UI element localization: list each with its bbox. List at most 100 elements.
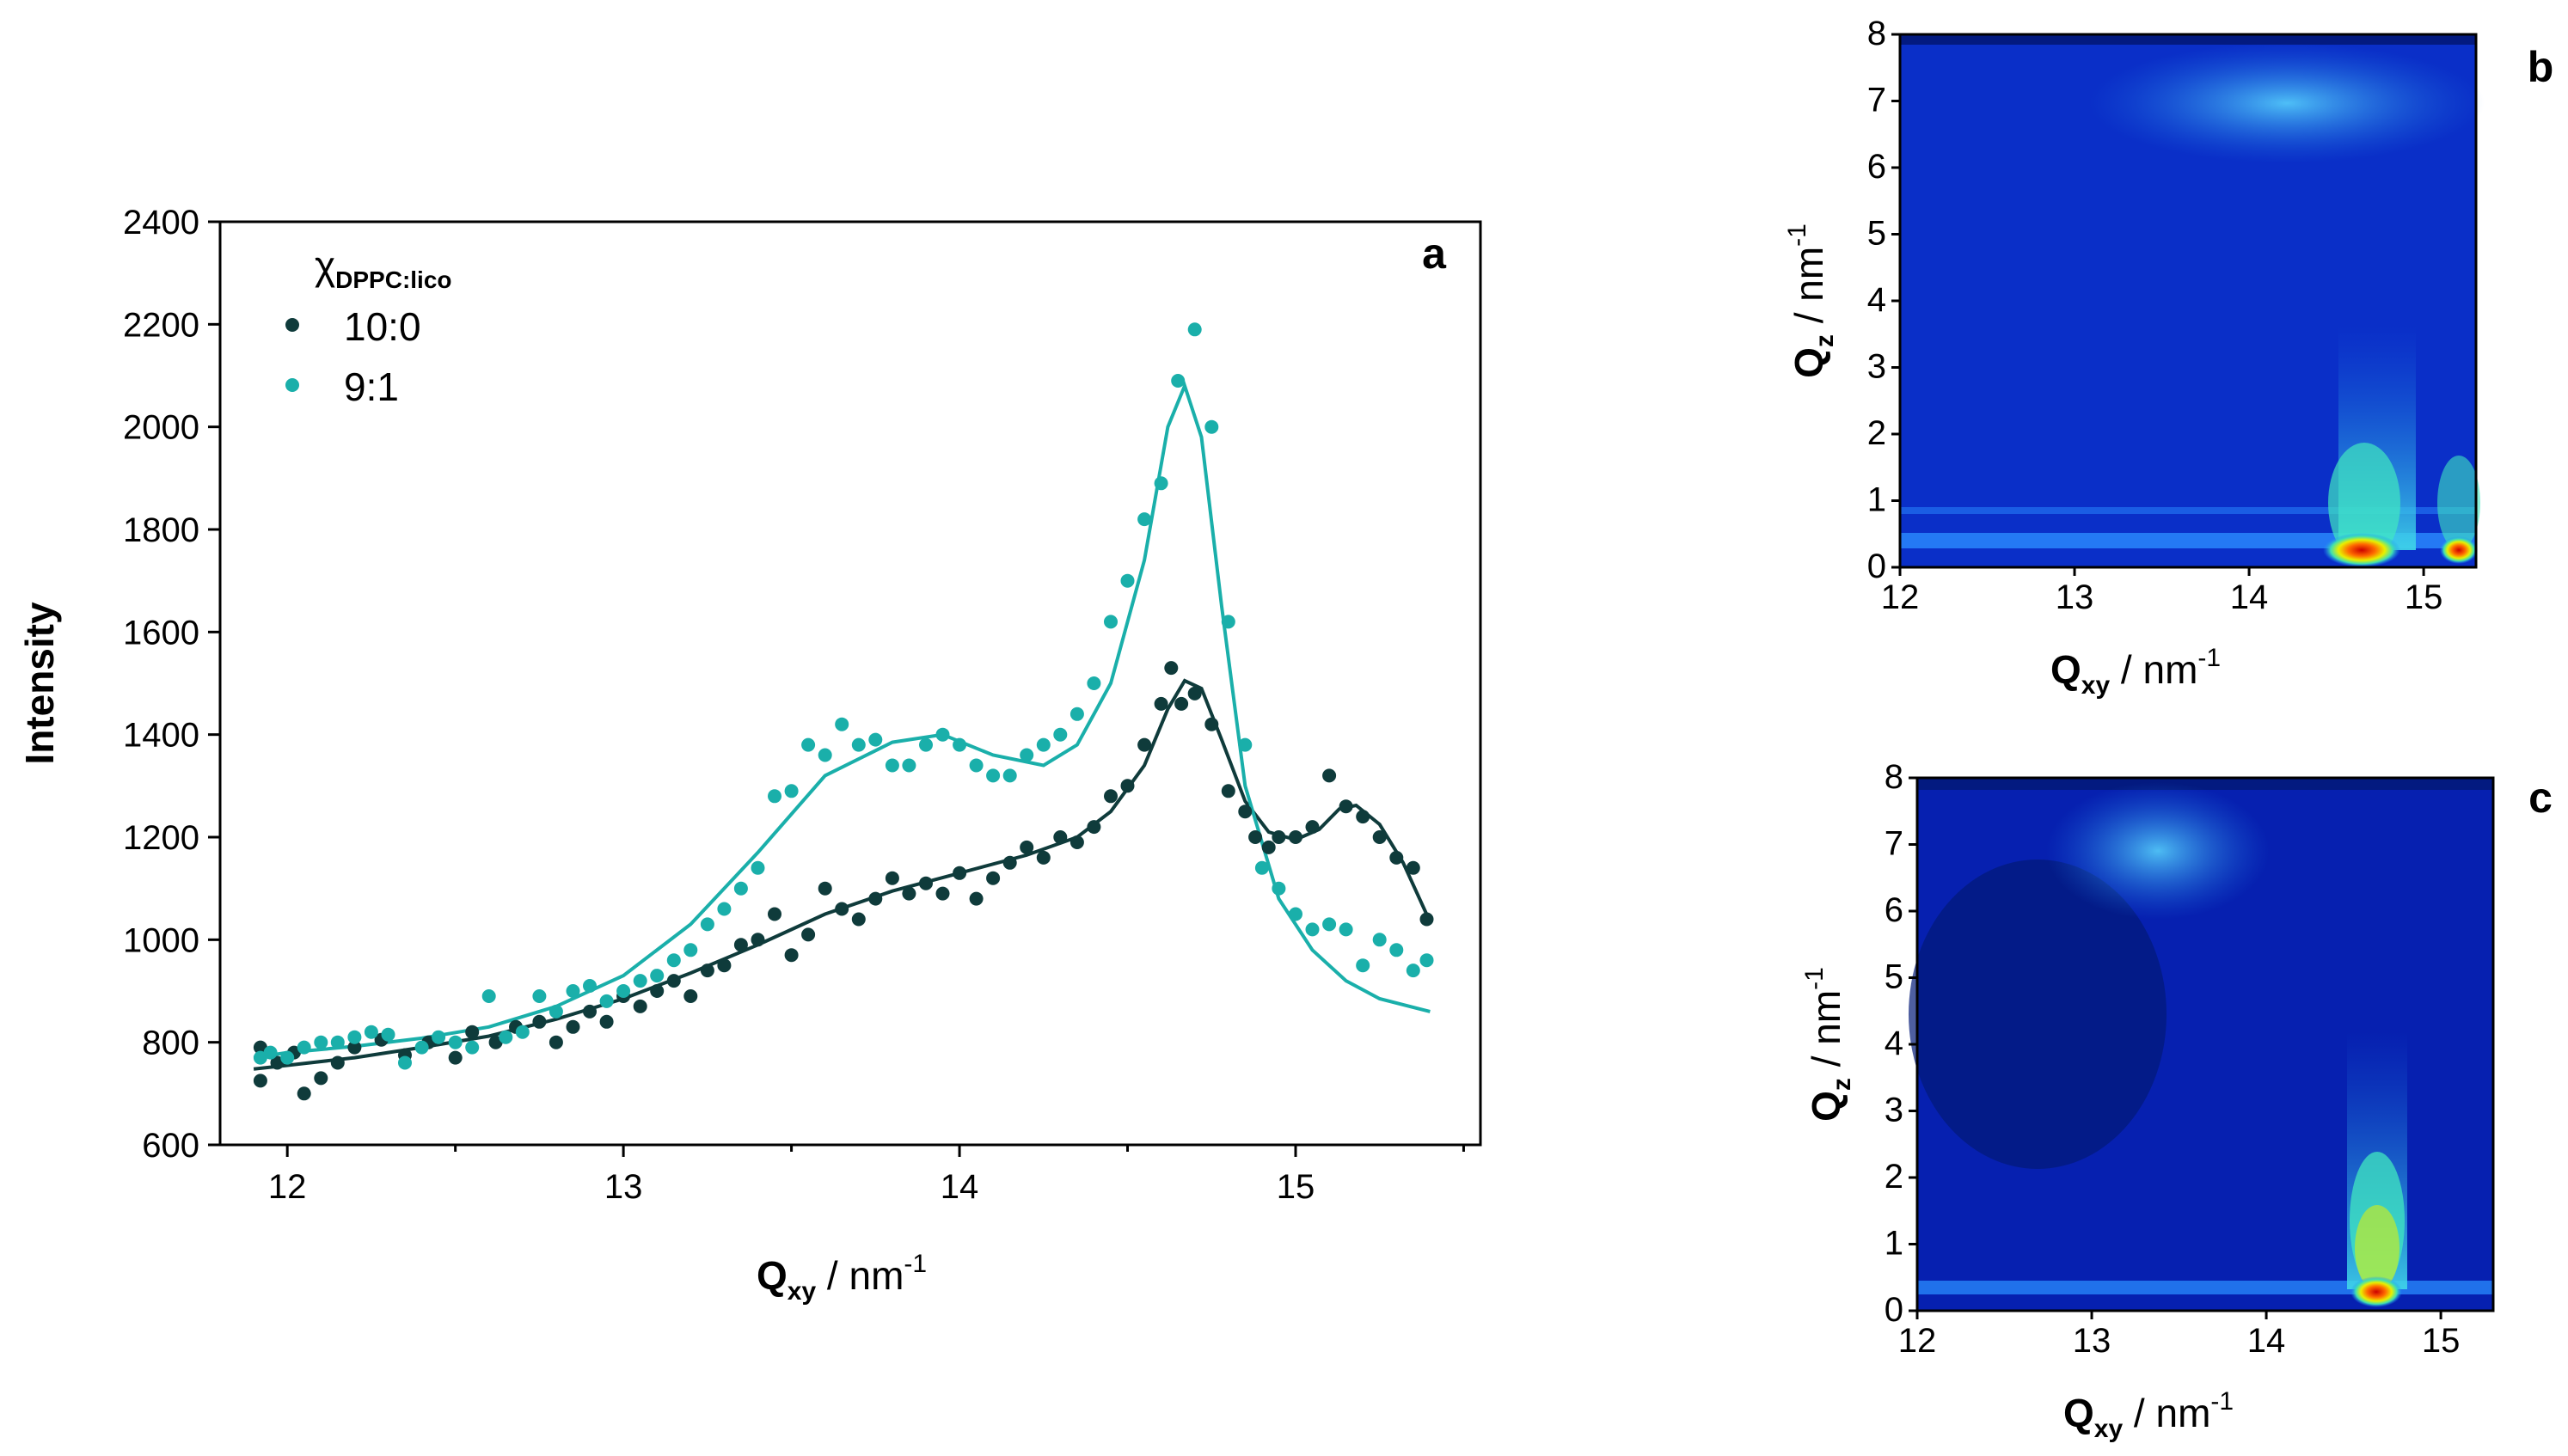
panel-b-x-title-unit: / nm (2110, 647, 2197, 692)
data-point-10-0 (784, 948, 799, 963)
data-point-9-1 (1238, 737, 1253, 752)
data-point-9-1 (1272, 881, 1286, 896)
data-point-9-1 (364, 1025, 378, 1039)
data-point-9-1 (1036, 737, 1051, 752)
data-point-10-0 (1087, 820, 1101, 835)
panel-c-x-title-sup: -1 (2210, 1387, 2234, 1416)
panel-c-x-title-sub: xy (2094, 1415, 2124, 1443)
data-point-10-0 (1221, 784, 1235, 798)
data-point-10-0 (1305, 820, 1320, 835)
fit-line-10-0 (253, 678, 1432, 1071)
data-point-10-0 (1164, 661, 1179, 676)
x-tick-label: 14 (941, 1168, 979, 1206)
panel-b-y-title-main: Q (1787, 347, 1831, 378)
y-tick-label: 1400 (123, 717, 199, 755)
data-point-9-1 (851, 737, 866, 752)
panel-c-x-axis-title: Qxy / nm-1 (2063, 1387, 2234, 1443)
panel-c-y-title-unit: / nm (1804, 990, 1848, 1078)
data-point-9-1 (448, 1035, 463, 1049)
data-point-10-0 (1069, 835, 1084, 849)
data-point-9-1 (465, 1040, 480, 1055)
panel-a-x-title-main: Q (757, 1253, 788, 1298)
data-point-10-0 (1238, 804, 1253, 819)
data-point-10-0 (1372, 830, 1387, 844)
data-point-10-0 (666, 974, 681, 988)
panel-a-axes-frame (218, 220, 1482, 1147)
panel-a-legend: χDPPC:lico 10:0 9:1 (285, 243, 452, 409)
data-point-9-1 (263, 1045, 278, 1060)
panel-a-label: a (1422, 229, 1447, 278)
data-point-10-0 (1036, 850, 1051, 865)
y-tick-label: 2400 (123, 204, 199, 242)
y-tick-label: 0 (1885, 1291, 1903, 1329)
panel-a-x-title-unit: / nm (816, 1253, 904, 1298)
data-point-10-0 (868, 891, 883, 906)
panel-b-y-title-sup: -1 (1783, 223, 1811, 247)
y-tick-label: 2 (1885, 1158, 1903, 1196)
data-point-9-1 (330, 1035, 345, 1049)
data-point-9-1 (1104, 615, 1118, 629)
data-point-9-1 (381, 1027, 395, 1042)
legend-label-9-1: 9:1 (344, 364, 399, 409)
panel-b-y-axis-title: Qz / nm-1 (1783, 223, 1839, 378)
data-point-9-1 (314, 1035, 328, 1049)
data-point-9-1 (1254, 860, 1269, 875)
y-tick-label: 1000 (123, 921, 199, 959)
panel-c-x-title-main: Q (2063, 1391, 2094, 1435)
x-tick-label: 15 (1277, 1168, 1315, 1206)
panel-c-label: c (2528, 774, 2553, 822)
data-point-9-1 (1389, 943, 1404, 957)
data-point-9-1 (1305, 922, 1320, 937)
y-tick-label: 8 (1885, 758, 1903, 796)
data-point-9-1 (919, 737, 933, 752)
panel-a-x-axis-title: Qxy / nm-1 (757, 1250, 927, 1306)
legend-chi-symbol: χ (315, 243, 335, 288)
data-point-10-0 (297, 1086, 311, 1101)
data-point-10-0 (835, 902, 849, 916)
panel-a-ticks: 12 13 14 15 600 800 1000 1200 1400 1600 1800 2000 22… (123, 204, 1465, 1206)
data-point-10-0 (1002, 855, 1017, 870)
panel-b-x-title-sup: -1 (2197, 644, 2221, 672)
panel-b-horizon-band-2 (1900, 507, 2476, 514)
data-point-10-0 (986, 871, 1001, 885)
data-point-10-0 (1187, 686, 1202, 700)
data-point-10-0 (1339, 799, 1353, 814)
data-point-10-0 (969, 891, 984, 906)
data-point-9-1 (633, 974, 647, 988)
y-tick-label: 6 (1867, 148, 1886, 186)
data-point-9-1 (683, 943, 698, 957)
data-point-10-0 (448, 1050, 463, 1065)
data-point-9-1 (1356, 958, 1370, 973)
panel-b-peak-main (2323, 533, 2400, 567)
data-point-10-0 (1137, 737, 1152, 752)
y-tick-label: 4 (1867, 281, 1886, 319)
y-tick-label: 3 (1867, 348, 1886, 386)
data-point-9-1 (1137, 512, 1152, 527)
panel-a-y-axis-title: Intensity (17, 602, 62, 765)
data-point-9-1 (1002, 768, 1017, 783)
fit-line-9-1 (253, 381, 1431, 1060)
data-point-10-0 (919, 876, 933, 890)
x-tick-label: 12 (1898, 1322, 1937, 1360)
x-tick-label: 12 (268, 1168, 307, 1206)
y-tick-label: 7 (1867, 82, 1886, 119)
x-tick-label: 15 (2405, 578, 2443, 616)
panel-b-x-axis-title: Qxy / nm-1 (2050, 644, 2221, 700)
legend-title: χDPPC:lico (315, 243, 452, 293)
y-tick-label: 2 (1867, 414, 1886, 452)
panel-c-y-title-sub: z (1828, 1078, 1856, 1091)
data-point-9-1 (1204, 419, 1219, 434)
legend-marker-10-0 (285, 318, 299, 332)
panel-c-dark-region (1909, 860, 2167, 1169)
data-point-9-1 (666, 953, 681, 968)
data-point-10-0 (253, 1074, 267, 1088)
data-point-9-1 (1322, 917, 1337, 932)
data-point-9-1 (953, 737, 967, 752)
data-point-10-0 (650, 984, 665, 998)
y-tick-label: 800 (142, 1025, 199, 1062)
data-point-9-1 (1171, 374, 1186, 388)
data-point-9-1 (650, 969, 665, 983)
